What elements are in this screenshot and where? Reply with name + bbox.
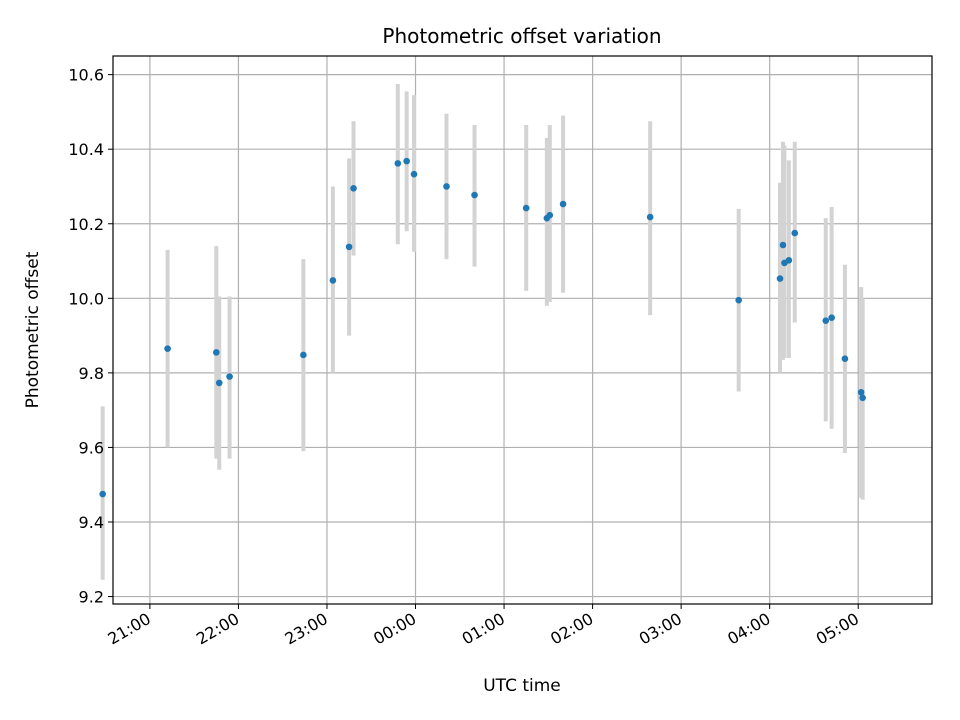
data-point [779,241,787,249]
x-tick-label: 03:00 [636,609,685,649]
error-bars [100,83,865,580]
data-point [559,200,567,208]
data-point [99,490,106,498]
x-tick-label: 02:00 [547,609,596,649]
data-point [300,351,307,359]
data-point [822,317,830,324]
x-tick-label: 04:00 [724,609,773,649]
y-tick-label: 9.2 [79,588,104,607]
data-point [226,373,233,380]
data-point [859,394,866,402]
x-axis: 21:00 22:00 23:00 00:00 01:00 02:00 03:00 04:00… [104,604,862,649]
y-tick-label: 9.6 [79,438,104,457]
data-point [410,170,418,178]
y-tick-label: 9.4 [79,513,104,532]
plot-frame [112,55,933,605]
data-point [857,388,865,396]
y-tick-label: 10.0 [68,289,104,308]
data-point [546,211,554,219]
data-point [735,296,742,304]
data-point [443,183,450,190]
data-point [522,204,530,212]
y-axis: 9.2 9.4 9.6 9.8 10.0 10.2 10.4 10.6 [68,66,113,607]
x-tick-label: 21:00 [104,609,153,649]
data-point [776,275,784,282]
x-tick-label: 23:00 [282,609,331,649]
data-point [841,355,849,363]
y-tick-label: 9.8 [79,364,104,383]
data-point [329,277,337,284]
data-point [791,229,799,237]
data-point [785,256,793,264]
data-point [403,157,410,165]
grid [113,56,932,604]
y-tick-label: 10.6 [68,66,104,85]
data-point [394,160,402,167]
data-point [828,314,835,321]
data-point [471,191,478,199]
chart-title: Photometric offset variation [382,24,661,48]
x-tick-label: 22:00 [193,609,242,649]
y-tick-label: 10.4 [68,140,104,159]
y-tick-label: 10.2 [68,215,104,234]
data-point [350,185,357,192]
data-point [212,349,220,356]
data-point [345,243,353,251]
x-tick-label: 05:00 [813,609,862,649]
data-point [215,379,223,387]
x-axis-title: UTC time [483,676,561,696]
data-point [164,345,171,352]
x-tick-label: 00:00 [370,609,419,649]
x-tick-label: 01:00 [459,609,508,649]
data-points [99,157,866,498]
y-axis-title: Photometric offset [23,251,43,408]
data-point [646,213,654,221]
